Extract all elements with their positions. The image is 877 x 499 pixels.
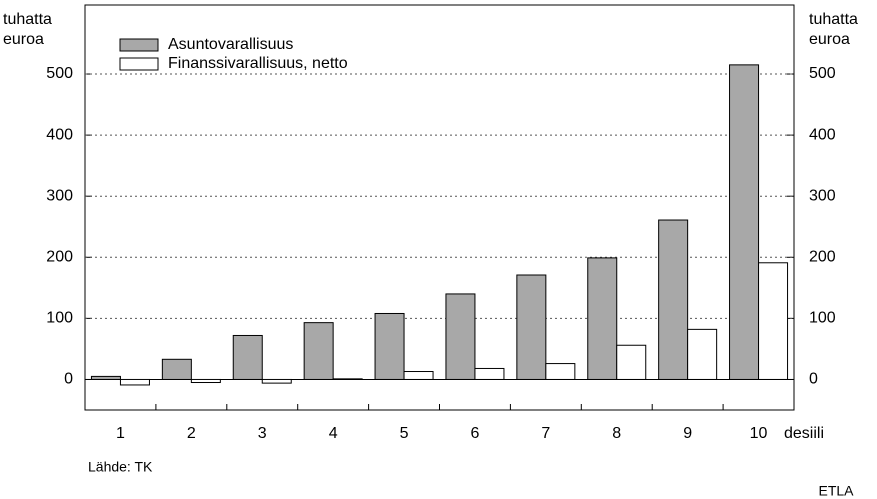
bar [545,363,576,380]
bar [474,367,505,380]
x-tick-label: 5 [400,425,409,442]
bar [90,375,121,380]
y2-tick-label: 400 [809,126,836,143]
bar [587,257,618,380]
y2-axis-label: tuhatta [809,11,858,28]
x-tick-label: 4 [329,425,338,442]
y-tick-label: 0 [64,371,73,388]
x-axis-label: desiili [784,425,824,442]
bar [190,378,221,384]
bar [687,328,718,380]
bar [261,378,292,384]
bar [729,64,760,380]
x-tick-label: 1 [116,425,125,442]
legend-swatch [119,38,159,52]
y-tick-label: 100 [46,310,73,327]
y2-tick-label: 500 [809,65,836,82]
bar [232,334,263,380]
legend-swatch [119,57,159,71]
bar [616,344,647,380]
bar [161,358,192,380]
y2-tick-label: 200 [809,249,836,266]
bar [119,378,150,386]
legend-label: Finanssivarallisuus, netto [168,55,348,72]
y-axis-label: tuhatta [3,11,52,28]
bar [303,322,334,380]
bar [403,371,434,380]
x-tick-label: 10 [750,425,768,442]
x-tick-label: 3 [258,425,267,442]
x-tick-label: 6 [470,425,479,442]
bar [658,219,689,380]
y-tick-label: 200 [46,249,73,266]
legend-label: Asuntovarallisuus [168,36,293,53]
y2-tick-label: 300 [809,187,836,204]
x-tick-label: 2 [187,425,196,442]
y-tick-label: 400 [46,126,73,143]
bar [332,378,363,380]
y2-tick-label: 100 [809,310,836,327]
bar [445,293,476,380]
x-tick-label: 8 [612,425,621,442]
y-tick-label: 300 [46,187,73,204]
x-tick-label: 7 [541,425,550,442]
y-tick-label: 500 [46,65,73,82]
bar [516,274,547,380]
y2-axis-label: euroa [809,31,850,48]
publisher: ETLA [818,483,854,499]
bar [758,262,789,380]
source: Lähde: TK [88,459,153,475]
bar [374,312,405,380]
x-tick-label: 9 [683,425,692,442]
y-axis-label: euroa [3,31,44,48]
y2-tick-label: 0 [809,371,818,388]
